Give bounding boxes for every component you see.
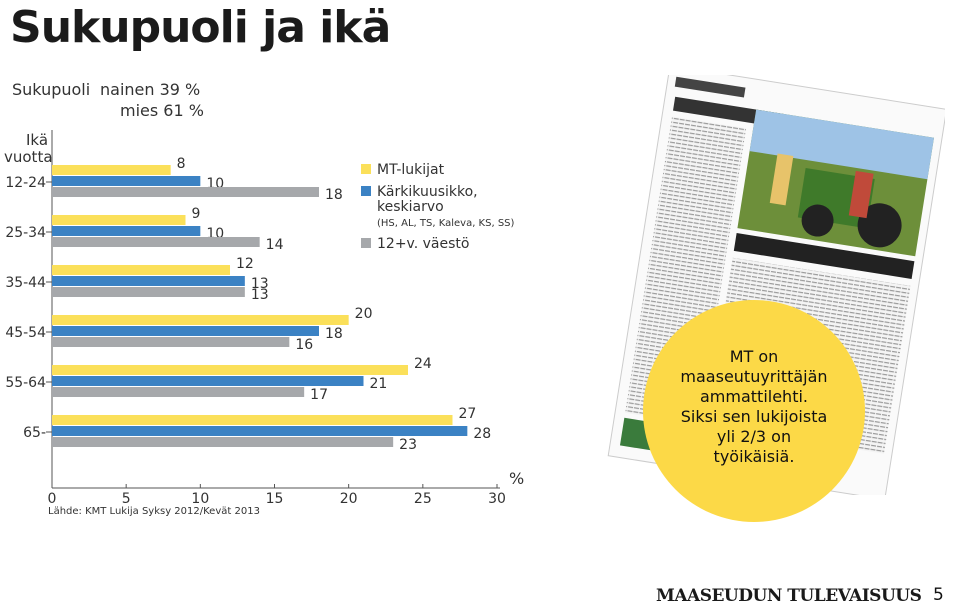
legend-swatch [361, 238, 371, 248]
bar [52, 337, 290, 347]
bar [52, 276, 245, 286]
gender-female: nainen 39 % [100, 80, 201, 99]
bar [52, 365, 408, 375]
bar [52, 215, 186, 225]
legend-label: MT-lukijat [377, 162, 445, 178]
x-tick-label: 30 [488, 491, 506, 507]
page-title: Sukupuoli ja ikä [10, 2, 391, 53]
bar [52, 237, 260, 247]
bar [52, 287, 245, 297]
bar-value-label: 9 [192, 206, 201, 222]
callout-line: maaseutuyrittäjän [680, 367, 828, 386]
x-unit-label: % [509, 469, 524, 488]
legend-label: Kärkikuusikko, [377, 184, 478, 200]
bar-value-label: 21 [370, 376, 388, 392]
legend-label: 12+v. väestö [377, 236, 469, 252]
bar-value-label: 23 [399, 437, 417, 453]
bar [52, 265, 230, 275]
bar-value-label: 8 [177, 156, 186, 172]
callout-line: Siksi sen lukijoista [680, 407, 828, 426]
category-label: 45-54 [5, 325, 46, 341]
x-tick-label: 25 [414, 491, 432, 507]
callout-line: yli 2/3 on [716, 427, 792, 446]
legend-swatch [361, 186, 371, 196]
age-axis-label-2: vuotta [4, 148, 53, 166]
x-tick-label: 20 [340, 491, 358, 507]
callout-line: MT on [729, 347, 779, 366]
callout-text: MT on maaseutuyrittäjän ammattilehti. Si… [664, 347, 844, 467]
bar-value-label: 13 [251, 287, 269, 303]
bar [52, 315, 349, 325]
callout-circle: MT on maaseutuyrittäjän ammattilehti. Si… [643, 300, 865, 522]
bar-value-label: 16 [295, 337, 313, 353]
bar [52, 176, 201, 186]
bar [52, 387, 305, 397]
category-label: 35-44 [5, 275, 46, 291]
bar [52, 187, 319, 197]
x-tick-label: 0 [48, 491, 57, 507]
bar-value-label: 12 [236, 256, 254, 272]
bar [52, 415, 453, 425]
category-label: 25-34 [5, 225, 46, 241]
bar [52, 426, 468, 436]
gender-label: Sukupuoli [12, 80, 91, 99]
category-label: 65- [23, 425, 46, 441]
bar [52, 376, 364, 386]
bar-value-label: 20 [355, 306, 373, 322]
legend-label: keskiarvo [377, 199, 444, 215]
x-tick-label: 5 [122, 491, 131, 507]
bar [52, 326, 319, 336]
category-label: 12-24 [5, 175, 46, 191]
bar-value-label: 28 [473, 426, 491, 442]
callout-line: työikäisiä. [713, 447, 795, 466]
x-tick-label: 15 [266, 491, 284, 507]
footer-brand-logo: MAASEUDUN TULEVAISUUS [656, 586, 922, 606]
legend-sublabel: (HS, AL, TS, Kaleva, KS, SS) [377, 218, 515, 229]
bar-value-label: 14 [266, 237, 284, 253]
source-note: Lähde: KMT Lukija Syksy 2012/Kevät 2013 [48, 506, 260, 517]
bar [52, 437, 394, 447]
bar [52, 165, 171, 175]
bar-value-label: 27 [459, 406, 477, 422]
bar-value-label: 18 [325, 187, 343, 203]
x-tick-label: 10 [191, 491, 209, 507]
callout-line: ammattilehti. [699, 387, 808, 406]
bar-value-label: 24 [414, 356, 432, 372]
age-axis-label-1: Ikä [26, 131, 49, 149]
bar-value-label: 18 [325, 326, 343, 342]
gender-male: mies 61 % [120, 101, 204, 120]
page-number: 5 [933, 585, 944, 605]
bar-value-label: 13 [251, 276, 269, 292]
legend-swatch [361, 164, 371, 174]
bar [52, 226, 201, 236]
bar-value-label: 17 [310, 387, 328, 403]
category-label: 55-64 [5, 375, 46, 391]
